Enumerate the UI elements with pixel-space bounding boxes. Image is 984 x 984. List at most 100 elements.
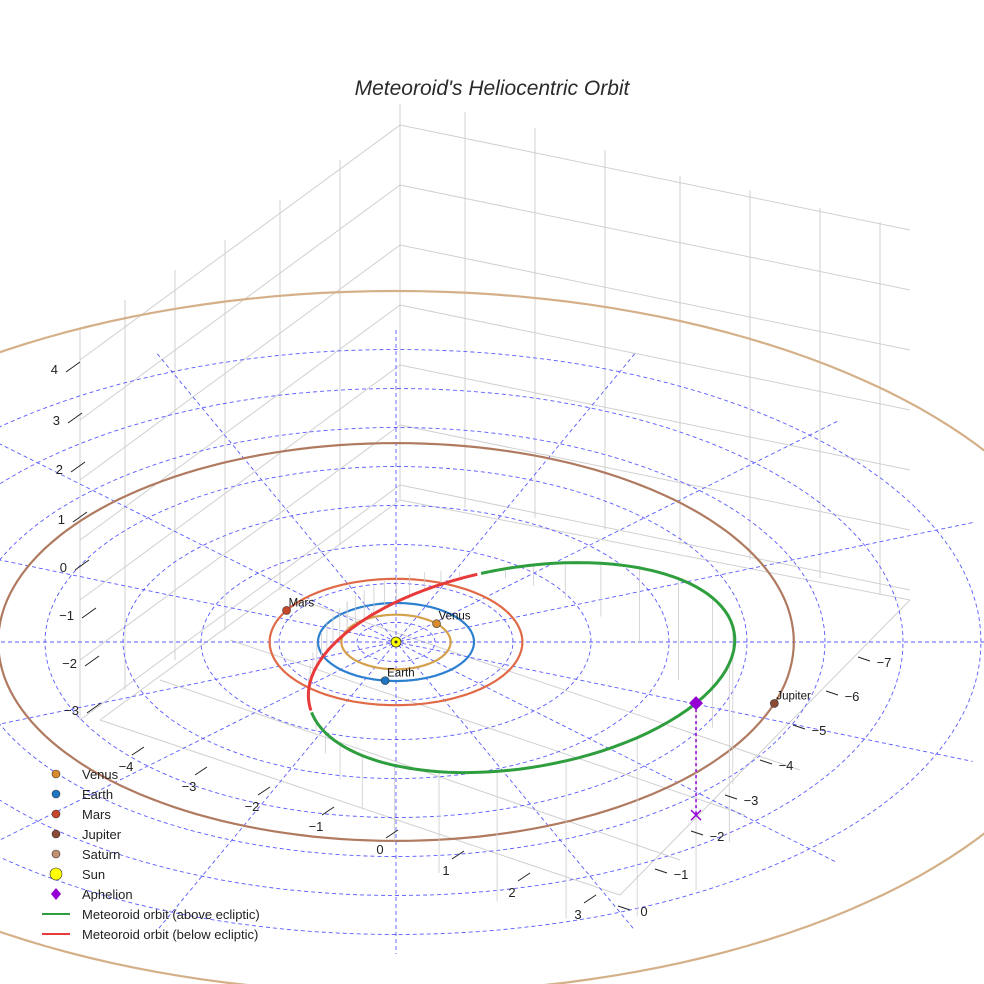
x-tick: −2 <box>245 799 260 814</box>
tick-mark <box>81 607 97 619</box>
sun-center <box>394 640 398 644</box>
planet-label-jupiter: Jupiter <box>776 690 811 702</box>
tick-mark <box>690 830 704 836</box>
aphelion-projection <box>690 809 702 821</box>
ecliptic-reference-rings <box>0 330 984 954</box>
tick-mark <box>517 872 531 882</box>
planet-earth <box>380 676 390 685</box>
tick-mark <box>617 905 631 911</box>
svg-text:Earth: Earth <box>82 787 113 802</box>
z-tick: 2 <box>56 462 63 477</box>
legend-item-jupiter: Jupiter <box>51 827 122 842</box>
z-tick: 4 <box>51 362 58 377</box>
grid-lines <box>79 104 911 896</box>
x-tick: −4 <box>119 759 134 774</box>
x-tick: −3 <box>182 779 197 794</box>
orbit-saturn <box>0 289 984 984</box>
x-axis-ticks: −4 −3 −2 −1 0 1 2 3 <box>119 759 582 922</box>
svg-text:Meteoroid orbit (below eclipti: Meteoroid orbit (below ecliptic) <box>82 927 258 942</box>
legend-item-aphelion: Aphelion <box>51 887 133 902</box>
meteoroid-orbit <box>306 561 737 919</box>
legend-item-venus: Venus <box>51 767 119 782</box>
orbit-jupiter <box>0 441 795 843</box>
z-tick: −1 <box>59 608 74 623</box>
svg-text:Aphelion: Aphelion <box>82 887 133 902</box>
svg-text:Jupiter: Jupiter <box>82 827 122 842</box>
tick-mark <box>65 361 81 373</box>
ecliptic-ring <box>0 388 904 896</box>
ecliptic-ring <box>0 349 982 935</box>
z-tick: 0 <box>60 560 67 575</box>
tick-mark <box>385 829 399 839</box>
tick-mark <box>86 702 102 714</box>
y-tick: −1 <box>674 867 689 882</box>
tick-mark <box>72 511 88 523</box>
legend-item-earth: Earth <box>51 787 113 802</box>
planet-points: Venus Earth Mars Jupiter <box>282 597 811 708</box>
tick-mark <box>257 786 271 796</box>
legend-item-mars: Mars <box>51 807 111 822</box>
tick-mark <box>194 766 208 776</box>
tick-mark <box>67 412 83 424</box>
legend-item-saturn: Saturn <box>51 847 120 862</box>
z-tick: −2 <box>62 656 77 671</box>
z-tick: 1 <box>58 512 65 527</box>
svg-text:Sun: Sun <box>82 867 105 882</box>
tick-mark <box>654 868 668 874</box>
y-tick: −5 <box>812 723 827 738</box>
tick-mark <box>74 559 90 571</box>
y-tick: 0 <box>640 904 647 919</box>
tick-mark <box>451 850 465 860</box>
chart-title: Meteoroid's Heliocentric Orbit <box>355 77 631 100</box>
tick-mark <box>724 794 738 800</box>
y-tick: −7 <box>877 655 892 670</box>
y-tick: −4 <box>779 758 794 773</box>
tick-mark <box>70 461 86 473</box>
ecliptic-ring <box>356 622 436 662</box>
orbit-venus <box>340 613 452 671</box>
legend: Venus Earth Mars Jupiter Saturn Sun Aphe… <box>42 767 260 942</box>
ecliptic-ring <box>278 583 514 701</box>
ecliptic-ring <box>0 427 826 857</box>
legend-item-below: Meteoroid orbit (below ecliptic) <box>42 927 258 942</box>
planet-label-mars: Mars <box>289 597 315 609</box>
z-tick: 3 <box>53 413 60 428</box>
legend-item-above: Meteoroid orbit (above ecliptic) <box>42 907 260 922</box>
y-axis-ticks: 0 −1 −2 −3 −4 −5 −6 −7 <box>640 655 891 919</box>
tick-mark <box>583 894 597 904</box>
svg-text:Venus: Venus <box>82 767 119 782</box>
orbit-earth <box>316 601 476 683</box>
x-tick: 3 <box>574 907 581 922</box>
svg-text:Mars: Mars <box>82 807 111 822</box>
planet-label-venus: Venus <box>439 611 471 623</box>
x-tick: 1 <box>442 863 449 878</box>
tick-mark <box>825 690 839 696</box>
tick-mark <box>84 655 100 667</box>
planet-venus <box>432 619 441 629</box>
svg-text:Saturn: Saturn <box>82 847 120 862</box>
planet-mars <box>282 606 291 615</box>
tick-mark <box>759 759 773 765</box>
tick-mark <box>792 724 806 730</box>
planet-orbits <box>0 289 984 984</box>
meteoroid-orbit-below <box>306 572 478 711</box>
y-tick: −6 <box>845 689 860 704</box>
z-tick: −3 <box>64 703 79 718</box>
y-tick: −2 <box>710 829 725 844</box>
aphelion-marker <box>689 696 704 711</box>
legend-item-sun: Sun <box>49 867 105 882</box>
x-tick: −1 <box>309 819 324 834</box>
tick-mark <box>857 656 871 662</box>
svg-text:Meteoroid orbit (above eclipti: Meteoroid orbit (above ecliptic) <box>82 907 260 922</box>
planet-jupiter <box>770 699 779 708</box>
planet-label-earth: Earth <box>387 668 415 680</box>
axis-tick-labels: −4 −3 −2 −1 0 1 2 3 0 −1 −2 −3 −4 −5 −6 … <box>51 361 891 922</box>
orbit-mars <box>268 577 524 707</box>
y-tick: −3 <box>744 793 759 808</box>
tick-mark <box>321 806 335 816</box>
tick-mark <box>131 746 145 756</box>
x-tick: 2 <box>508 885 515 900</box>
x-tick: 0 <box>376 842 383 857</box>
z-axis-ticks: 4 3 2 1 0 −1 −2 −3 <box>51 362 79 718</box>
